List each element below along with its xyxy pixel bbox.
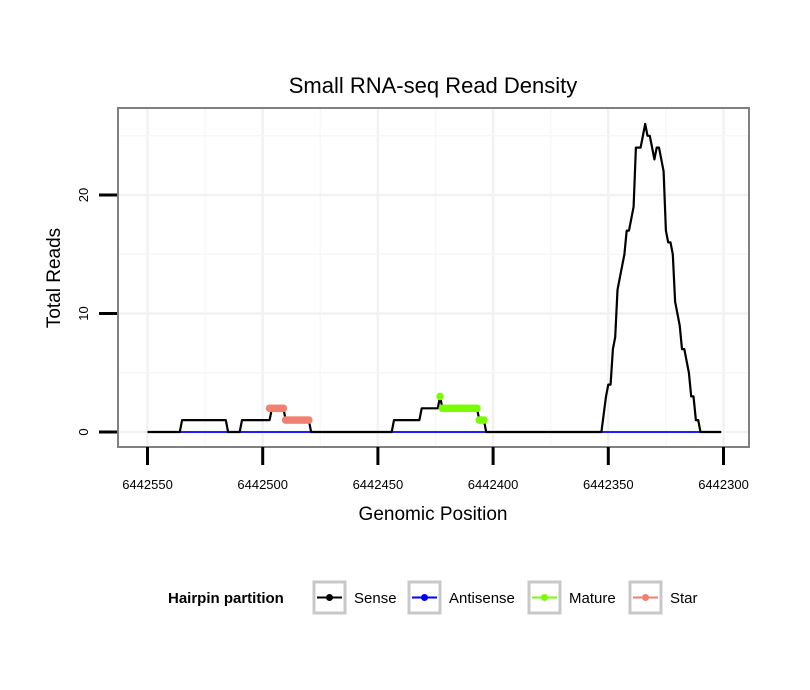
x-tick-label: 6442350 <box>583 477 634 492</box>
series-line-sense <box>147 122 722 434</box>
legend-key-point-star <box>642 594 649 601</box>
y-tick-label: 20 <box>76 188 91 202</box>
data-point-star <box>279 404 288 413</box>
plot-panel <box>117 107 750 448</box>
y-axis-title: Total Reads <box>44 228 65 328</box>
y-axis: 0 10 20 <box>76 188 117 436</box>
legend: Hairpin partition Sense Antisense Mature St… <box>168 580 698 615</box>
x-tick-label: 6442500 <box>237 477 288 492</box>
legend-label-antisense: Antisense <box>449 590 515 607</box>
y-tick-label: 0 <box>76 428 91 435</box>
x-axis-title: Genomic Position <box>359 504 508 525</box>
legend-label-sense: Sense <box>354 590 397 607</box>
data-point-mature <box>480 416 488 424</box>
chart-title: Small RNA-seq Read Density <box>289 73 578 98</box>
x-tick-label: 6442550 <box>122 477 173 492</box>
data-point-mature <box>436 392 444 401</box>
legend-key-point-sense <box>326 594 333 601</box>
grid <box>119 109 748 446</box>
x-tick-label: 6442400 <box>468 477 519 492</box>
legend-label-mature: Mature <box>569 590 616 607</box>
y-tick-label: 10 <box>76 306 91 320</box>
data-point-star <box>305 416 313 424</box>
legend-key-point-mature <box>541 594 548 601</box>
x-axis: 6442550 6442500 6442450 6442400 6442350 64423… <box>122 447 749 492</box>
x-tick-label: 6442450 <box>353 477 404 492</box>
legend-label-star: Star <box>670 590 698 607</box>
legend-key-point-antisense <box>421 594 428 601</box>
x-tick-label: 6442300 <box>698 477 749 492</box>
data-point-mature <box>473 404 481 413</box>
series-layer <box>147 122 722 434</box>
legend-title: Hairpin partition <box>168 590 284 607</box>
